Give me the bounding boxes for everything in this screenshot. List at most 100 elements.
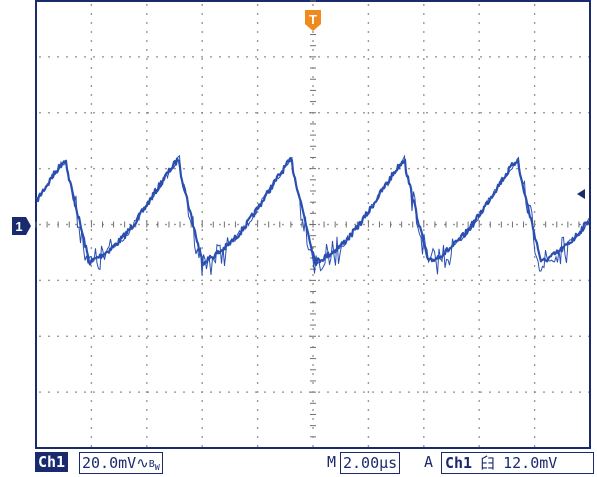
grid-dot (417, 335, 419, 337)
grid-dot (423, 166, 425, 168)
trigger-position-marker[interactable]: T (305, 10, 321, 31)
grid-dot (399, 112, 401, 114)
channel-badge[interactable]: Ch1 (35, 452, 69, 472)
grid-dot (367, 355, 370, 357)
trigger-readout[interactable]: Ch1 ⺽ 12.0mV (441, 452, 594, 474)
grid-dot (201, 157, 203, 159)
vertical-scale-readout[interactable]: 20.0mV∿BW (79, 452, 163, 474)
grid-dot (516, 391, 518, 393)
grid-dot (327, 223, 329, 226)
grid-dot (478, 427, 480, 429)
grid-dot (533, 67, 536, 69)
grid-dot (48, 279, 50, 282)
grid-dot (423, 229, 425, 231)
grid-dot (90, 346, 93, 348)
trigger-source: Ch1 (445, 454, 473, 472)
grid-dot (478, 346, 480, 348)
grid-dot (579, 391, 581, 393)
grid-dot (478, 67, 480, 69)
grid-dot (210, 279, 212, 282)
grid-dot (327, 391, 329, 393)
grid-dot (256, 238, 259, 240)
grid-dot (93, 279, 95, 282)
grid-dot (367, 391, 370, 393)
grid-dot (90, 103, 93, 105)
grid-dot (300, 391, 302, 393)
grid-dot (246, 335, 248, 337)
trigger-level-arrow-icon[interactable] (577, 189, 585, 199)
grid-dot (312, 265, 314, 267)
grid-dot (478, 292, 480, 294)
grid-dot (39, 112, 41, 114)
grid-dot (423, 418, 425, 420)
timebase-readout[interactable]: 2.00µs (340, 452, 401, 474)
grid-dot (367, 427, 370, 429)
channel1-ground-marker[interactable]: 1 (12, 217, 31, 235)
grid-dot (478, 31, 480, 33)
grid-dot (543, 279, 545, 282)
grid-dot (367, 256, 370, 258)
grid-dot (570, 391, 572, 393)
grid-dot (146, 301, 148, 303)
grid-dot (90, 121, 93, 123)
grid-dot (367, 40, 370, 42)
grid-dot (146, 274, 148, 276)
grid-dot (312, 76, 314, 78)
grid-dot (256, 22, 259, 24)
grid-dot (426, 56, 428, 58)
grid-dot (354, 56, 356, 58)
grid-dot (552, 391, 554, 393)
grid-dot (423, 31, 425, 33)
grid-dot (318, 112, 320, 114)
grid-dot (367, 319, 370, 321)
grid-dot (312, 400, 314, 402)
grid-dot (146, 175, 148, 177)
grid-dot (408, 335, 410, 337)
grid-dot (367, 418, 370, 420)
grid-dot (533, 409, 536, 411)
grid-dot (174, 391, 176, 393)
grid-dot (390, 279, 392, 282)
grid-dot (367, 130, 370, 132)
grid-dot (498, 56, 500, 58)
grid-dot (146, 445, 148, 447)
grid-dot (165, 223, 167, 226)
grid-dot (533, 418, 536, 420)
grid-dot (273, 223, 275, 226)
grid-dot (363, 391, 365, 393)
grid-dot (165, 167, 167, 170)
grid-dot (256, 445, 259, 447)
grid-dot (408, 112, 410, 114)
grid-dot (478, 193, 480, 195)
grid-dot (174, 112, 176, 114)
grid-dot (256, 94, 259, 96)
grid-dot (146, 409, 148, 411)
grid-dot (201, 283, 203, 285)
grid-dot (423, 148, 425, 150)
grid-dot (345, 391, 347, 393)
grid-dot (146, 391, 148, 393)
grid-dot (312, 94, 314, 96)
grid-dot (435, 279, 437, 282)
grid-dot (462, 167, 464, 170)
grid-dot (146, 22, 148, 24)
grid-dot (192, 391, 194, 393)
grid-dot (354, 279, 356, 282)
grid-dot (90, 184, 93, 186)
grid-dot (201, 319, 203, 321)
grid-dot (201, 167, 203, 170)
grid-dot (462, 223, 464, 226)
grid-dot (480, 112, 482, 114)
grid-dot (129, 112, 131, 114)
grid-dot (408, 167, 410, 170)
grid-dot (264, 56, 266, 58)
grid-dot (174, 56, 176, 58)
grid-dot (367, 67, 370, 69)
grid-dot (533, 256, 536, 258)
grid-dot (256, 121, 259, 123)
grid-dot (423, 391, 425, 393)
grid-dot (327, 112, 329, 114)
grid-dot (111, 391, 113, 393)
grid-dot (256, 148, 259, 150)
grid-dot (84, 335, 86, 337)
